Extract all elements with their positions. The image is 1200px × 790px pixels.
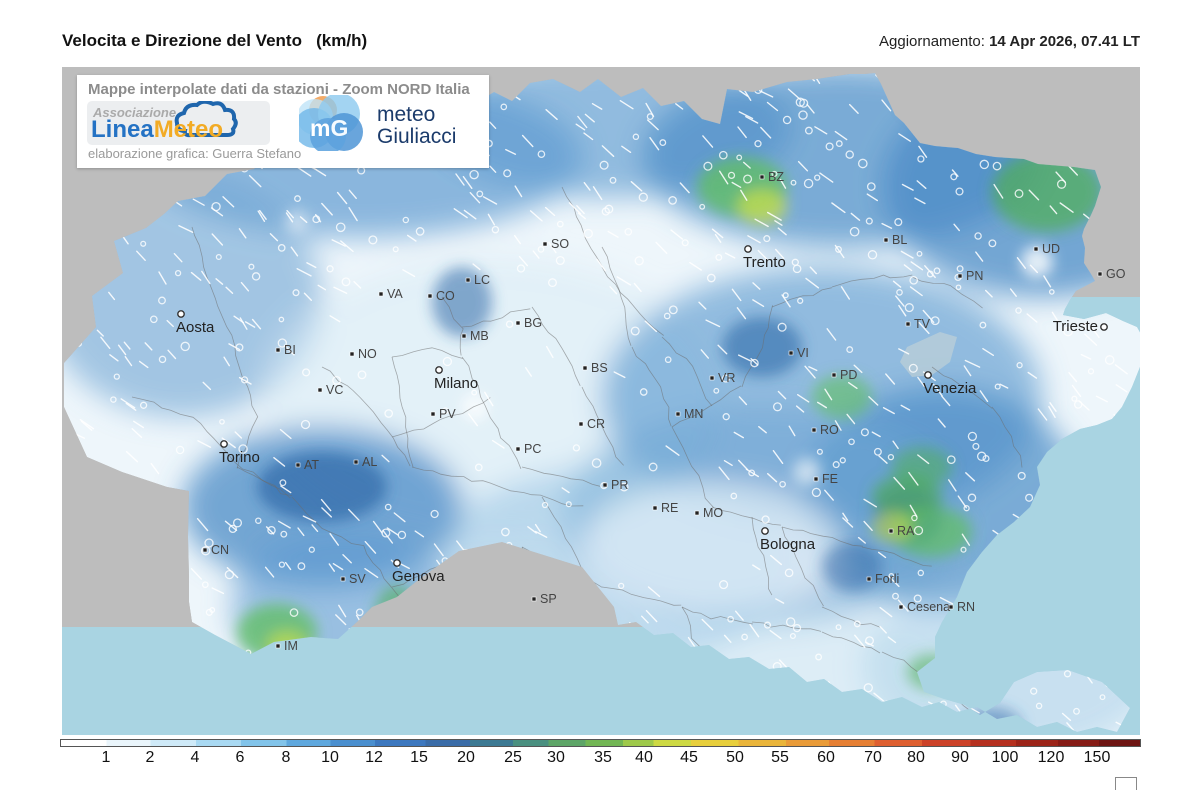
- svg-text:CN: CN: [211, 543, 229, 557]
- svg-text:NO: NO: [358, 347, 377, 361]
- svg-text:mG: mG: [310, 115, 348, 141]
- svg-text:FE: FE: [822, 472, 838, 486]
- svg-text:IM: IM: [284, 639, 298, 653]
- svg-text:Giuliacci: Giuliacci: [377, 125, 456, 148]
- svg-text:Trieste: Trieste: [1053, 318, 1098, 335]
- svg-text:LC: LC: [474, 273, 490, 287]
- svg-text:MO: MO: [703, 506, 723, 520]
- svg-text:GO: GO: [1106, 267, 1126, 281]
- svg-text:MN: MN: [684, 407, 703, 421]
- svg-text:PV: PV: [439, 407, 456, 421]
- svg-text:LineaMeteo: LineaMeteo: [91, 116, 223, 143]
- svg-text:BI: BI: [284, 343, 296, 357]
- svg-text:CR: CR: [587, 417, 605, 431]
- svg-text:MB: MB: [470, 329, 489, 343]
- svg-text:Cesena: Cesena: [907, 600, 950, 614]
- svg-text:BL: BL: [892, 233, 907, 247]
- svg-text:PR: PR: [611, 478, 628, 492]
- svg-text:Trento: Trento: [743, 254, 786, 271]
- svg-text:BS: BS: [591, 361, 608, 375]
- svg-text:PC: PC: [524, 442, 541, 456]
- svg-text:VR: VR: [718, 371, 735, 385]
- svg-text:TV: TV: [914, 317, 931, 331]
- svg-text:VC: VC: [326, 383, 343, 397]
- svg-text:Genova: Genova: [392, 568, 445, 585]
- svg-text:meteo: meteo: [377, 103, 435, 126]
- svg-text:BG: BG: [524, 316, 542, 330]
- svg-text:Venezia: Venezia: [923, 380, 977, 397]
- svg-text:RA: RA: [897, 524, 915, 538]
- svg-text:SP: SP: [540, 592, 557, 606]
- svg-text:CO: CO: [436, 289, 455, 303]
- svg-text:RE: RE: [661, 501, 678, 515]
- svg-text:Torino: Torino: [219, 449, 260, 466]
- svg-text:UD: UD: [1042, 242, 1060, 256]
- svg-text:PD: PD: [840, 368, 857, 382]
- svg-text:SO: SO: [551, 237, 569, 251]
- svg-text:Milano: Milano: [434, 375, 478, 392]
- svg-text:SV: SV: [349, 572, 366, 586]
- svg-text:BZ: BZ: [768, 170, 784, 184]
- svg-text:Bologna: Bologna: [760, 536, 816, 553]
- svg-text:Aosta: Aosta: [176, 319, 215, 336]
- svg-text:Forli: Forli: [875, 572, 899, 586]
- svg-text:AT: AT: [304, 458, 319, 472]
- svg-text:PN: PN: [966, 269, 983, 283]
- svg-text:AL: AL: [362, 455, 377, 469]
- svg-text:VI: VI: [797, 346, 809, 360]
- svg-text:VA: VA: [387, 287, 403, 301]
- svg-text:RO: RO: [820, 423, 839, 437]
- svg-text:RN: RN: [957, 600, 975, 614]
